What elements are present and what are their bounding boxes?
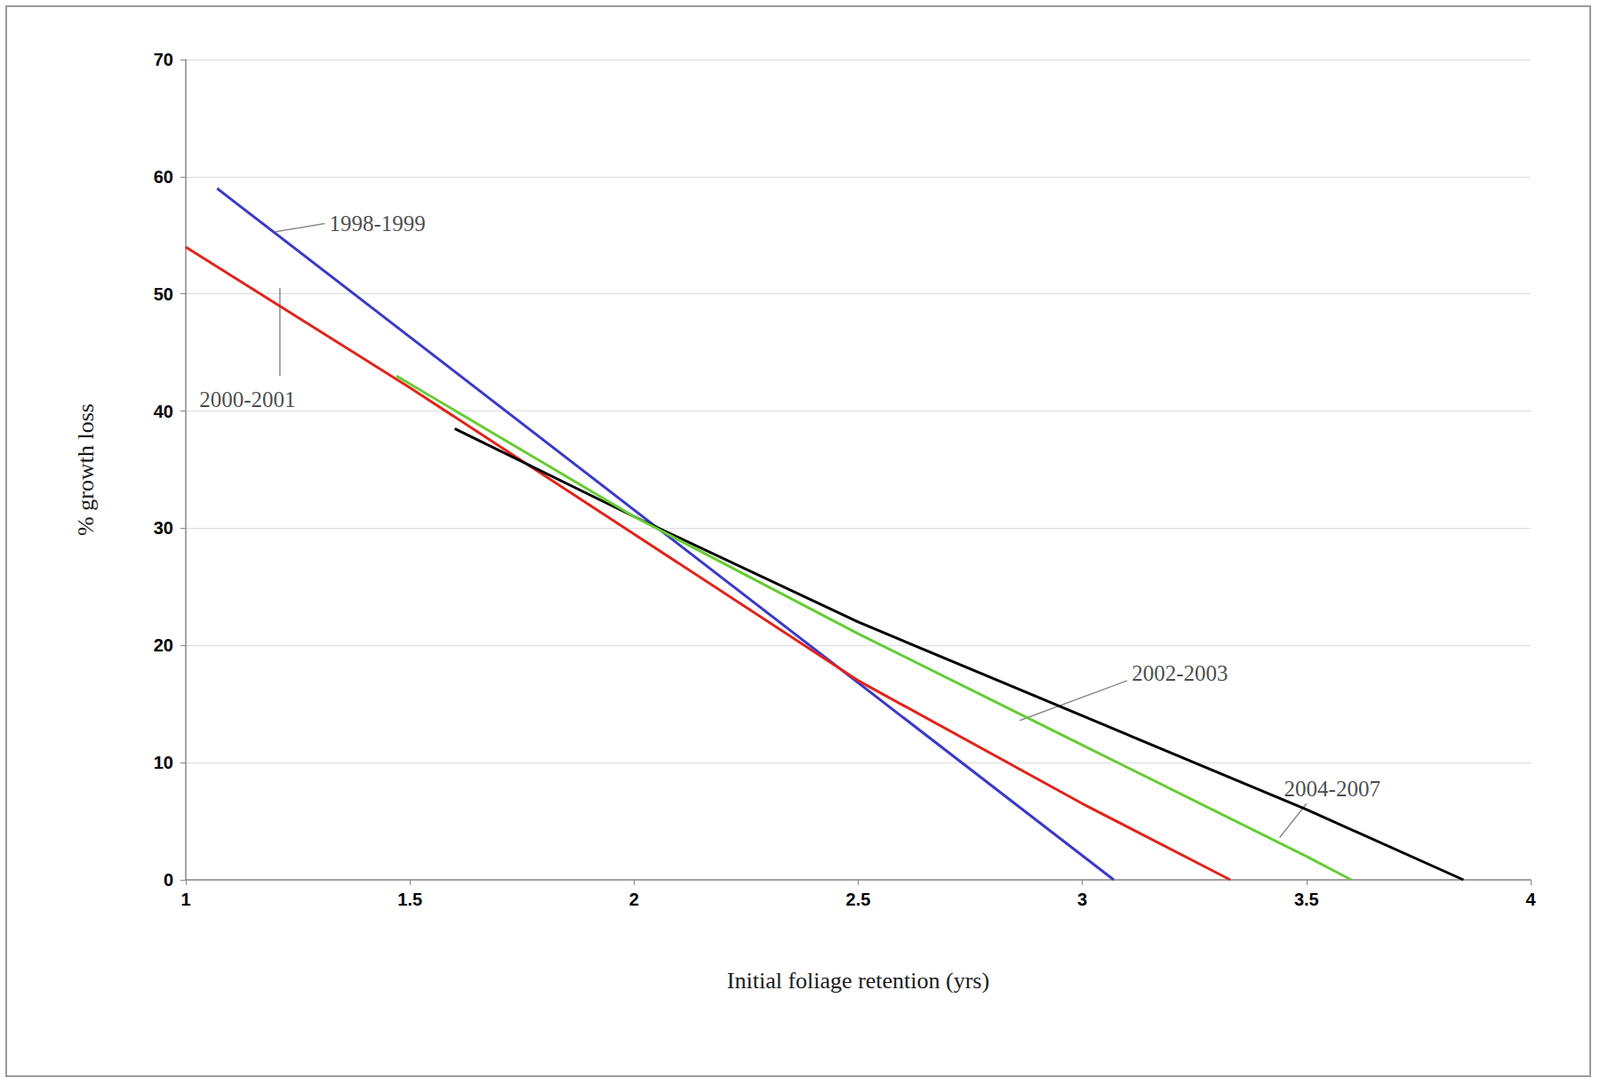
svg-text:1: 1 — [180, 889, 191, 910]
svg-text:2004-2007: 2004-2007 — [1284, 776, 1381, 801]
svg-text:2.5: 2.5 — [846, 889, 872, 910]
svg-text:Initial foliage retention (yrs: Initial foliage retention (yrs) — [727, 968, 990, 994]
svg-text:0: 0 — [163, 870, 174, 890]
svg-text:3.5: 3.5 — [1294, 889, 1320, 910]
svg-text:70: 70 — [153, 49, 174, 70]
svg-text:10: 10 — [153, 752, 174, 773]
svg-text:40: 40 — [153, 401, 174, 422]
svg-text:1.5: 1.5 — [397, 889, 423, 910]
svg-text:30: 30 — [153, 518, 174, 538]
svg-text:4: 4 — [1525, 889, 1536, 910]
svg-text:60: 60 — [153, 167, 174, 187]
svg-text:20: 20 — [153, 635, 174, 656]
svg-text:1998-1999: 1998-1999 — [328, 211, 425, 236]
svg-text:% growth loss: % growth loss — [72, 403, 99, 536]
svg-text:2: 2 — [629, 889, 640, 910]
svg-text:2000-2001: 2000-2001 — [199, 387, 296, 412]
svg-text:50: 50 — [153, 284, 174, 304]
svg-text:3: 3 — [1077, 889, 1088, 910]
svg-text:2002-2003: 2002-2003 — [1131, 661, 1228, 686]
